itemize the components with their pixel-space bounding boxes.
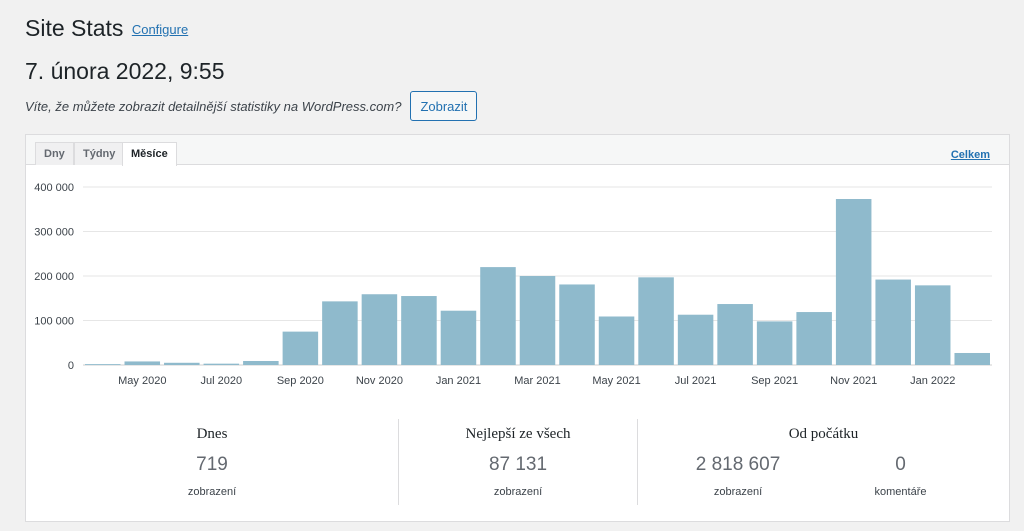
chart-bar [85, 364, 121, 365]
summary-stats: Dnes 719 zobrazení Nejlepší ze všech 87 … [26, 419, 1009, 509]
chart-bar [638, 277, 674, 365]
chart-bar [875, 279, 911, 365]
stat-alltime-views-label: zobrazení [713, 486, 763, 498]
chart-bar [440, 310, 477, 365]
show-button[interactable]: Zobrazit [410, 91, 478, 121]
chart-bar [124, 361, 161, 365]
stat-today-label: zobrazení [187, 486, 237, 498]
page-title: Site Stats Configure [25, 15, 188, 42]
stat-today-value: 719 [196, 454, 228, 475]
x-tick-label: Sep 2020 [277, 375, 324, 387]
stat-alltime-views-value: 2 818 607 [695, 454, 781, 475]
y-tick-label: 300 000 [34, 227, 74, 239]
stat-best: Nejlepší ze všech 87 131 zobrazení [399, 419, 637, 505]
chart-bar [401, 296, 437, 365]
tab-days[interactable]: Dny [35, 142, 74, 165]
stat-today-title: Dnes [196, 426, 228, 442]
views-chart: 0 100 000 200 000 300 000 400 000 May 2020 Jul… [34, 182, 992, 387]
chart-bar [756, 321, 793, 365]
chart-bar [519, 276, 556, 365]
chart-bar [796, 312, 832, 365]
tab-weeks[interactable]: Týdny [74, 142, 125, 165]
chart-bar [203, 363, 240, 365]
y-tick-label: 200 000 [34, 271, 74, 283]
total-link[interactable]: Celkem [950, 149, 990, 161]
chart-bar [717, 304, 753, 365]
stat-divider [398, 419, 399, 505]
stat-best-title: Nejlepší ze všech [465, 426, 571, 442]
chart-bar [480, 267, 516, 365]
x-tick-label: Mar 2021 [514, 375, 560, 387]
period-tabs: Dny Týdny Měsíce Celkem [26, 135, 1009, 166]
stat-alltime: Od počátku 2 818 607 zobrazení 0 komentá… [638, 419, 1009, 505]
y-tick-label: 400 000 [34, 182, 74, 194]
y-tick-label: 0 [68, 360, 74, 372]
stat-divider [637, 419, 638, 505]
stats-panel: Dny Týdny Měsíce Celkem 0 100 000 200 000 3… [25, 134, 1010, 522]
tab-months[interactable]: Měsíce [122, 142, 177, 166]
chart-bar [322, 301, 358, 365]
chart-bar [954, 352, 990, 365]
chart-bar [835, 199, 872, 365]
promo-notice: Víte, že můžete zobrazit detailnější sta… [25, 91, 478, 121]
chart-bar [677, 314, 714, 365]
stat-alltime-comments-label: komentáře [874, 486, 927, 498]
promo-text: Víte, že můžete zobrazit detailnější sta… [25, 98, 402, 114]
chart-bar [164, 362, 200, 365]
x-tick-label: Jan 2021 [436, 375, 481, 387]
chart-bar [559, 284, 595, 365]
x-tick-label: Jan 2022 [910, 375, 955, 387]
x-tick-label: Sep 2021 [751, 375, 798, 387]
site-stats-title: Site Stats [25, 15, 124, 41]
y-tick-label: 100 000 [34, 316, 74, 328]
stat-today: Dnes 719 zobrazení [26, 419, 398, 505]
chart-bar [361, 294, 398, 365]
x-tick-label: Nov 2020 [356, 375, 403, 387]
stats-date: 7. února 2022, 9:55 [25, 58, 225, 84]
stat-alltime-comments-value: 0 [895, 454, 906, 475]
chart-bar [243, 360, 279, 365]
stat-best-label: zobrazení [493, 486, 543, 498]
x-tick-label: May 2021 [592, 375, 640, 387]
stat-best-value: 87 131 [488, 454, 548, 475]
x-tick-label: Nov 2021 [830, 375, 877, 387]
x-tick-label: Jul 2021 [675, 375, 717, 387]
x-tick-label: Jul 2020 [201, 375, 243, 387]
stat-alltime-title: Od počátku [788, 426, 859, 442]
chart-bar [282, 331, 319, 365]
configure-link[interactable]: Configure [131, 22, 189, 37]
chart-bar [914, 285, 951, 365]
x-tick-label: May 2020 [118, 375, 166, 387]
chart-bar [598, 316, 635, 365]
